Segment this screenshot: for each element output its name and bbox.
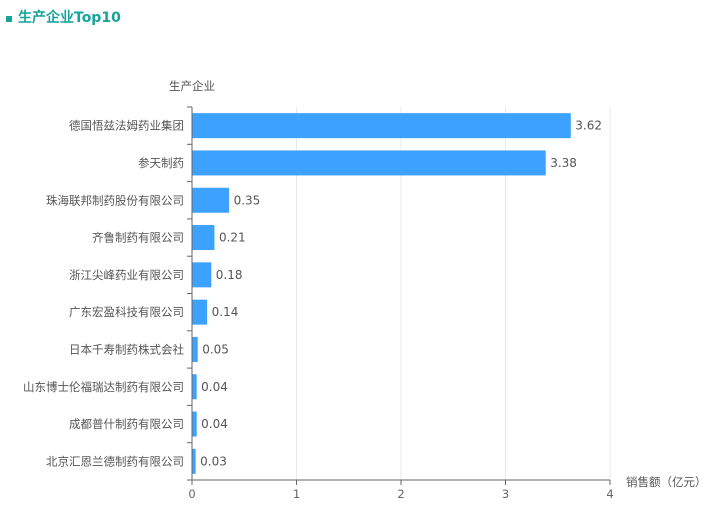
- bar-7[interactable]: [192, 336, 198, 362]
- x-tick-label: 3: [502, 487, 509, 501]
- y-axis-title: 生产企业: [169, 79, 215, 93]
- category-label: 山东博士伦福瑞达制药有限公司: [23, 380, 184, 394]
- value-label: 3.62: [575, 119, 602, 133]
- title-marker-icon: [6, 15, 12, 22]
- value-label: 0.03: [200, 454, 227, 468]
- bar-10[interactable]: [192, 448, 196, 474]
- x-tick-label: 4: [606, 487, 613, 501]
- category-label: 珠海联邦制药股份有限公司: [46, 193, 184, 207]
- value-label: 0.04: [201, 380, 228, 394]
- bar-9[interactable]: [192, 411, 197, 437]
- x-axis-title: 销售额（亿元）: [626, 475, 707, 489]
- category-label: 德国悟兹法姆药业集团: [69, 119, 184, 133]
- value-label: 0.05: [202, 342, 229, 356]
- bar-3[interactable]: [192, 187, 230, 213]
- bar-1[interactable]: [192, 113, 571, 139]
- labels: 德国悟兹法姆药业集团 3.62 参天制药 3.38 珠海联邦制药股份有限公司 0.35 齐鲁…: [23, 119, 614, 501]
- category-label: 参天制药: [138, 156, 184, 170]
- category-label: 广东宏盈科技有限公司: [69, 305, 184, 319]
- bar-2[interactable]: [192, 150, 546, 176]
- category-label: 北京汇恩兰德制药有限公司: [46, 454, 184, 468]
- chart-title: 生产企业Top10: [18, 10, 121, 26]
- value-label: 0.21: [219, 231, 246, 245]
- value-label: 0.35: [234, 193, 261, 207]
- bar-6[interactable]: [192, 299, 208, 325]
- x-tick-label: 2: [397, 487, 404, 501]
- x-tick-label: 1: [293, 487, 300, 501]
- bar-5[interactable]: [192, 262, 212, 288]
- value-label: 0.14: [212, 305, 239, 319]
- bar-4[interactable]: [192, 225, 215, 251]
- value-label: 3.38: [550, 156, 577, 170]
- bars: [192, 113, 571, 474]
- category-label: 浙江尖峰药业有限公司: [69, 268, 184, 282]
- category-label: 成都普什制药有限公司: [69, 417, 184, 431]
- value-label: 0.18: [216, 268, 243, 282]
- chart-title-bar: 生产企业Top10: [6, 8, 121, 28]
- x-tick-label: 0: [188, 487, 195, 501]
- value-label: 0.04: [201, 417, 228, 431]
- category-label: 日本千寿制药株式会社: [69, 342, 184, 356]
- bar-8[interactable]: [192, 374, 197, 400]
- category-label: 齐鲁制药有限公司: [92, 231, 184, 245]
- axes: [187, 106, 611, 485]
